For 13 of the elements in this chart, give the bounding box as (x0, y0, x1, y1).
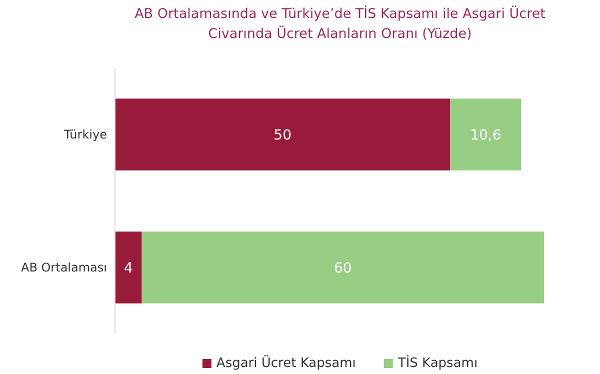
data-label: 50 (274, 127, 292, 144)
data-label: 60 (334, 260, 352, 276)
bar (115, 232, 142, 304)
y-tick-label: Türkiye (63, 128, 107, 142)
legend-label: TİS Kapsamı (396, 355, 478, 371)
bar (142, 232, 544, 304)
bar (450, 98, 522, 170)
bar (115, 98, 450, 170)
data-label: 10,6 (470, 127, 502, 144)
legend-label: Asgari Ücret Kapsamı (216, 355, 356, 371)
chart-title: AB Ortalamasında ve Türkiye’de TİS Kapsamı ile Asgari Ücret Civarında Ücret Alanların Oranı (Yüzde) (134, 5, 546, 42)
data-label: 4 (124, 260, 133, 276)
y-tick-label: AB Ortalaması (20, 260, 107, 275)
